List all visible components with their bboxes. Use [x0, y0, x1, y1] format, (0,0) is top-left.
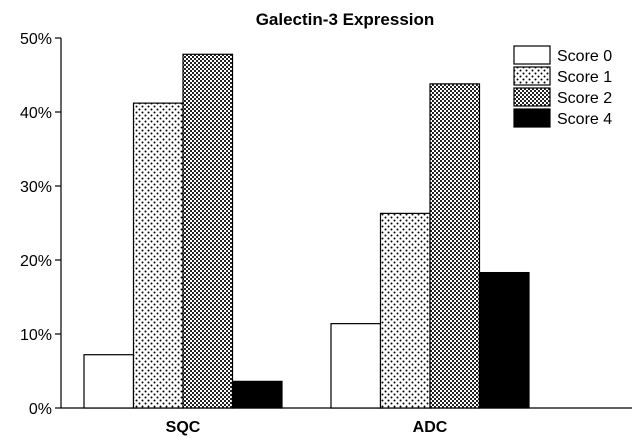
y-tick-label: 10% — [20, 327, 52, 344]
legend-swatch — [513, 45, 551, 65]
y-tick-label: 20% — [20, 253, 52, 270]
category-label: SQC — [166, 419, 201, 436]
chart-title: Galectin-3 Expression — [256, 10, 435, 29]
legend-label: Score 0 — [557, 48, 612, 65]
y-tick-label: 0% — [29, 401, 52, 418]
bar — [231, 380, 283, 409]
legend-label: Score 2 — [557, 90, 612, 107]
y-tick-label: 50% — [20, 31, 52, 48]
bar — [330, 323, 382, 409]
legend-swatch — [513, 66, 551, 86]
bar — [429, 83, 481, 409]
bar — [478, 271, 530, 409]
bar — [182, 53, 234, 409]
y-tick-label: 30% — [20, 179, 52, 196]
legend-swatch — [513, 108, 551, 128]
bars — [83, 53, 530, 409]
legend-swatch — [513, 87, 551, 107]
bar — [132, 102, 184, 409]
y-tick-label: 40% — [20, 105, 52, 122]
legend-label: Score 1 — [557, 69, 612, 86]
bar — [83, 354, 135, 409]
bar — [379, 212, 431, 409]
category-label: ADC — [413, 419, 448, 436]
legend: Score 0 Score 1 Score 2 Score 4 — [513, 45, 612, 128]
legend-label: Score 4 — [557, 111, 612, 128]
